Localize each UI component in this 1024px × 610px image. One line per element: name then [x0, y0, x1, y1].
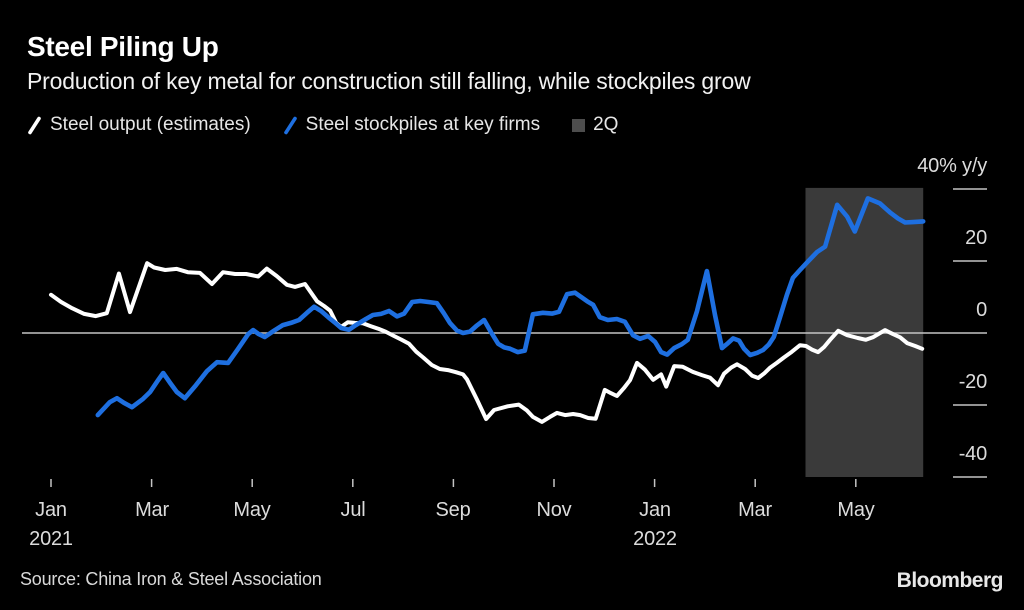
y-axis-label: -20: [958, 371, 988, 393]
chart-subtitle: Production of key metal for construction…: [27, 68, 751, 94]
second-quarter-band: [805, 187, 924, 477]
legend-item-steel-output: Steel output (estimates): [27, 114, 251, 136]
x-axis-label: Sep: [435, 499, 471, 521]
y-axis-label: 0: [976, 299, 987, 321]
x-axis-label: Mar: [738, 499, 772, 521]
x-axis-label: Jan: [35, 499, 67, 521]
blue-slash-icon: [283, 116, 297, 134]
x-axis-label: Jul: [340, 499, 366, 521]
y-axis-label: -40: [958, 443, 988, 465]
gray-square-icon: [572, 118, 586, 132]
series-line-steel-stockpiles-at-key-firms: [95, 196, 926, 418]
x-axis-label: Nov: [536, 499, 572, 521]
bloomberg-logo: Bloomberg: [896, 569, 1004, 592]
chart-title: Steel Piling Up: [27, 31, 219, 62]
source-note: Source: China Iron & Steel Association: [20, 569, 322, 589]
x-axis-label: Mar: [135, 499, 169, 521]
legend-item-2q: 2Q: [572, 114, 618, 136]
legend-item-steel-stockpiles: Steel stockpiles at key firms: [283, 114, 540, 136]
x-axis-label: May: [837, 499, 875, 521]
x-axis-label: Jan: [639, 499, 671, 521]
y-axis-label: 40% y/y: [917, 155, 987, 177]
legend-label: Steel stockpiles at key firms: [305, 114, 541, 135]
legend-label: Steel output (estimates): [50, 114, 251, 135]
white-slash-icon: [28, 116, 41, 134]
y-axis-label: 20: [965, 227, 987, 249]
x-axis-label: May: [233, 499, 271, 521]
x-axis-year-label: 2022: [633, 528, 677, 550]
x-axis-year-label: 2021: [29, 528, 73, 550]
legend-label: 2Q: [593, 114, 619, 135]
legend: Steel output (estimates) Steel stockpile…: [27, 114, 618, 136]
series-line-steel-output-estimates-: [49, 261, 925, 424]
